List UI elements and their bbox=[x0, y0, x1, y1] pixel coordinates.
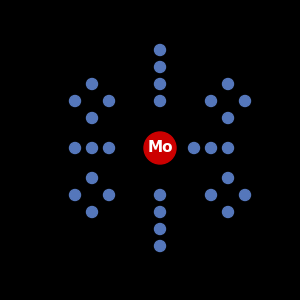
Circle shape bbox=[154, 190, 166, 200]
Circle shape bbox=[103, 190, 115, 200]
Circle shape bbox=[86, 142, 98, 154]
Circle shape bbox=[86, 172, 98, 184]
Circle shape bbox=[86, 206, 98, 218]
Circle shape bbox=[154, 44, 166, 56]
Circle shape bbox=[223, 206, 233, 218]
Circle shape bbox=[188, 142, 200, 154]
Circle shape bbox=[239, 95, 250, 106]
Circle shape bbox=[223, 142, 233, 154]
Circle shape bbox=[206, 95, 217, 106]
Circle shape bbox=[154, 241, 166, 251]
Circle shape bbox=[223, 112, 233, 124]
Circle shape bbox=[154, 206, 166, 218]
Circle shape bbox=[206, 142, 217, 154]
Circle shape bbox=[70, 190, 80, 200]
Circle shape bbox=[86, 112, 98, 124]
Circle shape bbox=[154, 224, 166, 235]
Circle shape bbox=[70, 142, 80, 154]
Circle shape bbox=[103, 142, 115, 154]
Circle shape bbox=[144, 132, 176, 164]
Text: Mo: Mo bbox=[147, 140, 173, 155]
Circle shape bbox=[223, 79, 233, 89]
Circle shape bbox=[154, 61, 166, 73]
Circle shape bbox=[154, 79, 166, 89]
Circle shape bbox=[70, 95, 80, 106]
Circle shape bbox=[103, 95, 115, 106]
Circle shape bbox=[223, 172, 233, 184]
Circle shape bbox=[154, 95, 166, 106]
Circle shape bbox=[86, 79, 98, 89]
Circle shape bbox=[239, 190, 250, 200]
Circle shape bbox=[206, 190, 217, 200]
